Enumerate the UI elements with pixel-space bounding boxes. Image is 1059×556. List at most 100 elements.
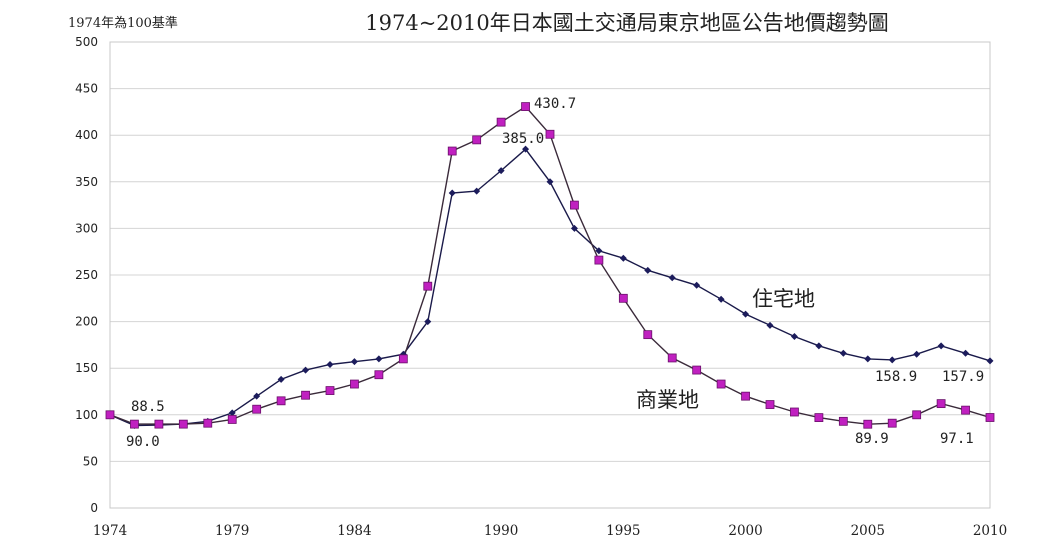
data-point (253, 392, 261, 400)
data-point (423, 281, 433, 291)
x-tick-label: 1984 (337, 523, 371, 539)
data-point (546, 178, 554, 186)
x-tick-label: 2005 (851, 523, 885, 539)
data-point (594, 255, 604, 265)
data-point (178, 419, 188, 429)
data-point (301, 390, 310, 400)
series-line (109, 148, 991, 427)
series-markers (105, 102, 995, 430)
x-tick-label: 2000 (728, 523, 762, 539)
data-point (961, 405, 970, 415)
data-point (668, 274, 676, 282)
data-point (521, 102, 530, 111)
y-tick-label: 450 (75, 82, 98, 96)
data-label-residential-1991: 385.0 (502, 131, 544, 147)
data-point (815, 342, 823, 350)
data-point (864, 355, 872, 363)
data-label-commercial-1991: 430.7 (534, 96, 576, 112)
data-point (742, 310, 750, 318)
data-point (936, 399, 946, 409)
data-point (766, 321, 774, 329)
data-point (619, 254, 627, 262)
y-tick-label: 300 (75, 221, 98, 235)
y-tick-label: 200 (75, 315, 98, 329)
y-tick-label: 350 (75, 175, 98, 189)
data-point (888, 356, 896, 364)
data-point (790, 333, 798, 341)
data-point (374, 370, 384, 380)
data-point (985, 413, 995, 422)
y-tick-label: 400 (75, 128, 98, 142)
data-label-residential-1975: 88.5 (131, 399, 165, 415)
data-point (643, 330, 653, 340)
data-point (350, 358, 358, 366)
data-point (473, 187, 481, 195)
data-point (326, 360, 334, 368)
data-point (717, 295, 725, 303)
data-point (937, 342, 945, 350)
series-line (109, 105, 991, 425)
data-point (448, 189, 456, 197)
y-axis-ticks: 0 50 100 150 200 250 300 350 400 450 500 (75, 35, 98, 515)
data-point (228, 409, 236, 417)
data-point (350, 379, 359, 389)
data-point (595, 247, 603, 255)
data-point (814, 413, 824, 422)
data-point (986, 357, 994, 365)
x-tick-label: 2010 (973, 523, 1007, 539)
chart-subtitle: 1974年為100基準 (68, 15, 178, 31)
data-point (693, 281, 701, 289)
series-label-residential: 住宅地 (752, 287, 815, 311)
data-point (790, 407, 799, 417)
y-tick-label: 150 (75, 361, 98, 375)
data-point (496, 117, 506, 127)
series-lines (109, 105, 991, 427)
data-point (839, 349, 847, 357)
data-point (398, 354, 408, 364)
plot-frame (109, 41, 991, 509)
data-point (570, 224, 578, 232)
y-tick-label: 100 (75, 408, 98, 422)
data-point (887, 418, 897, 428)
series-label-commercial: 商業地 (636, 388, 699, 412)
y-tick-label: 50 (83, 454, 98, 468)
data-point (618, 293, 628, 303)
x-tick-label: 1990 (484, 523, 518, 539)
data-point (838, 416, 848, 426)
y-tick-label: 250 (75, 268, 98, 282)
data-point (692, 365, 702, 375)
data-point (765, 400, 775, 409)
data-point (325, 386, 335, 395)
data-point (716, 379, 726, 389)
x-axis-ticks: 1974 1979 1984 1990 1995 2000 2005 2010 (93, 523, 1007, 539)
data-label-commercial-2005: 89.9 (855, 431, 889, 447)
data-point (863, 419, 873, 429)
data-point (912, 410, 922, 420)
data-point (105, 410, 115, 420)
data-point (741, 391, 750, 401)
data-label-commercial-1975: 90.0 (126, 434, 160, 450)
data-point (570, 200, 579, 210)
data-point (522, 145, 530, 153)
data-point (545, 129, 555, 139)
data-point (424, 318, 432, 326)
data-point (227, 415, 237, 424)
data-point (276, 396, 286, 406)
data-label-residential-2010: 157.9 (942, 369, 984, 385)
data-point (644, 266, 652, 274)
data-label-commercial-2010: 97.1 (940, 431, 974, 447)
data-point (154, 419, 164, 429)
data-point (277, 375, 285, 383)
data-point (252, 404, 262, 414)
data-label-residential-2006: 158.9 (875, 369, 917, 385)
data-point (962, 349, 970, 357)
data-point (203, 418, 213, 428)
x-tick-label: 1995 (606, 523, 640, 539)
x-tick-label: 1979 (215, 523, 249, 539)
data-point (302, 366, 310, 374)
data-point (130, 419, 139, 429)
y-tick-label: 0 (90, 501, 98, 515)
data-point (447, 146, 457, 156)
data-point (497, 167, 505, 175)
